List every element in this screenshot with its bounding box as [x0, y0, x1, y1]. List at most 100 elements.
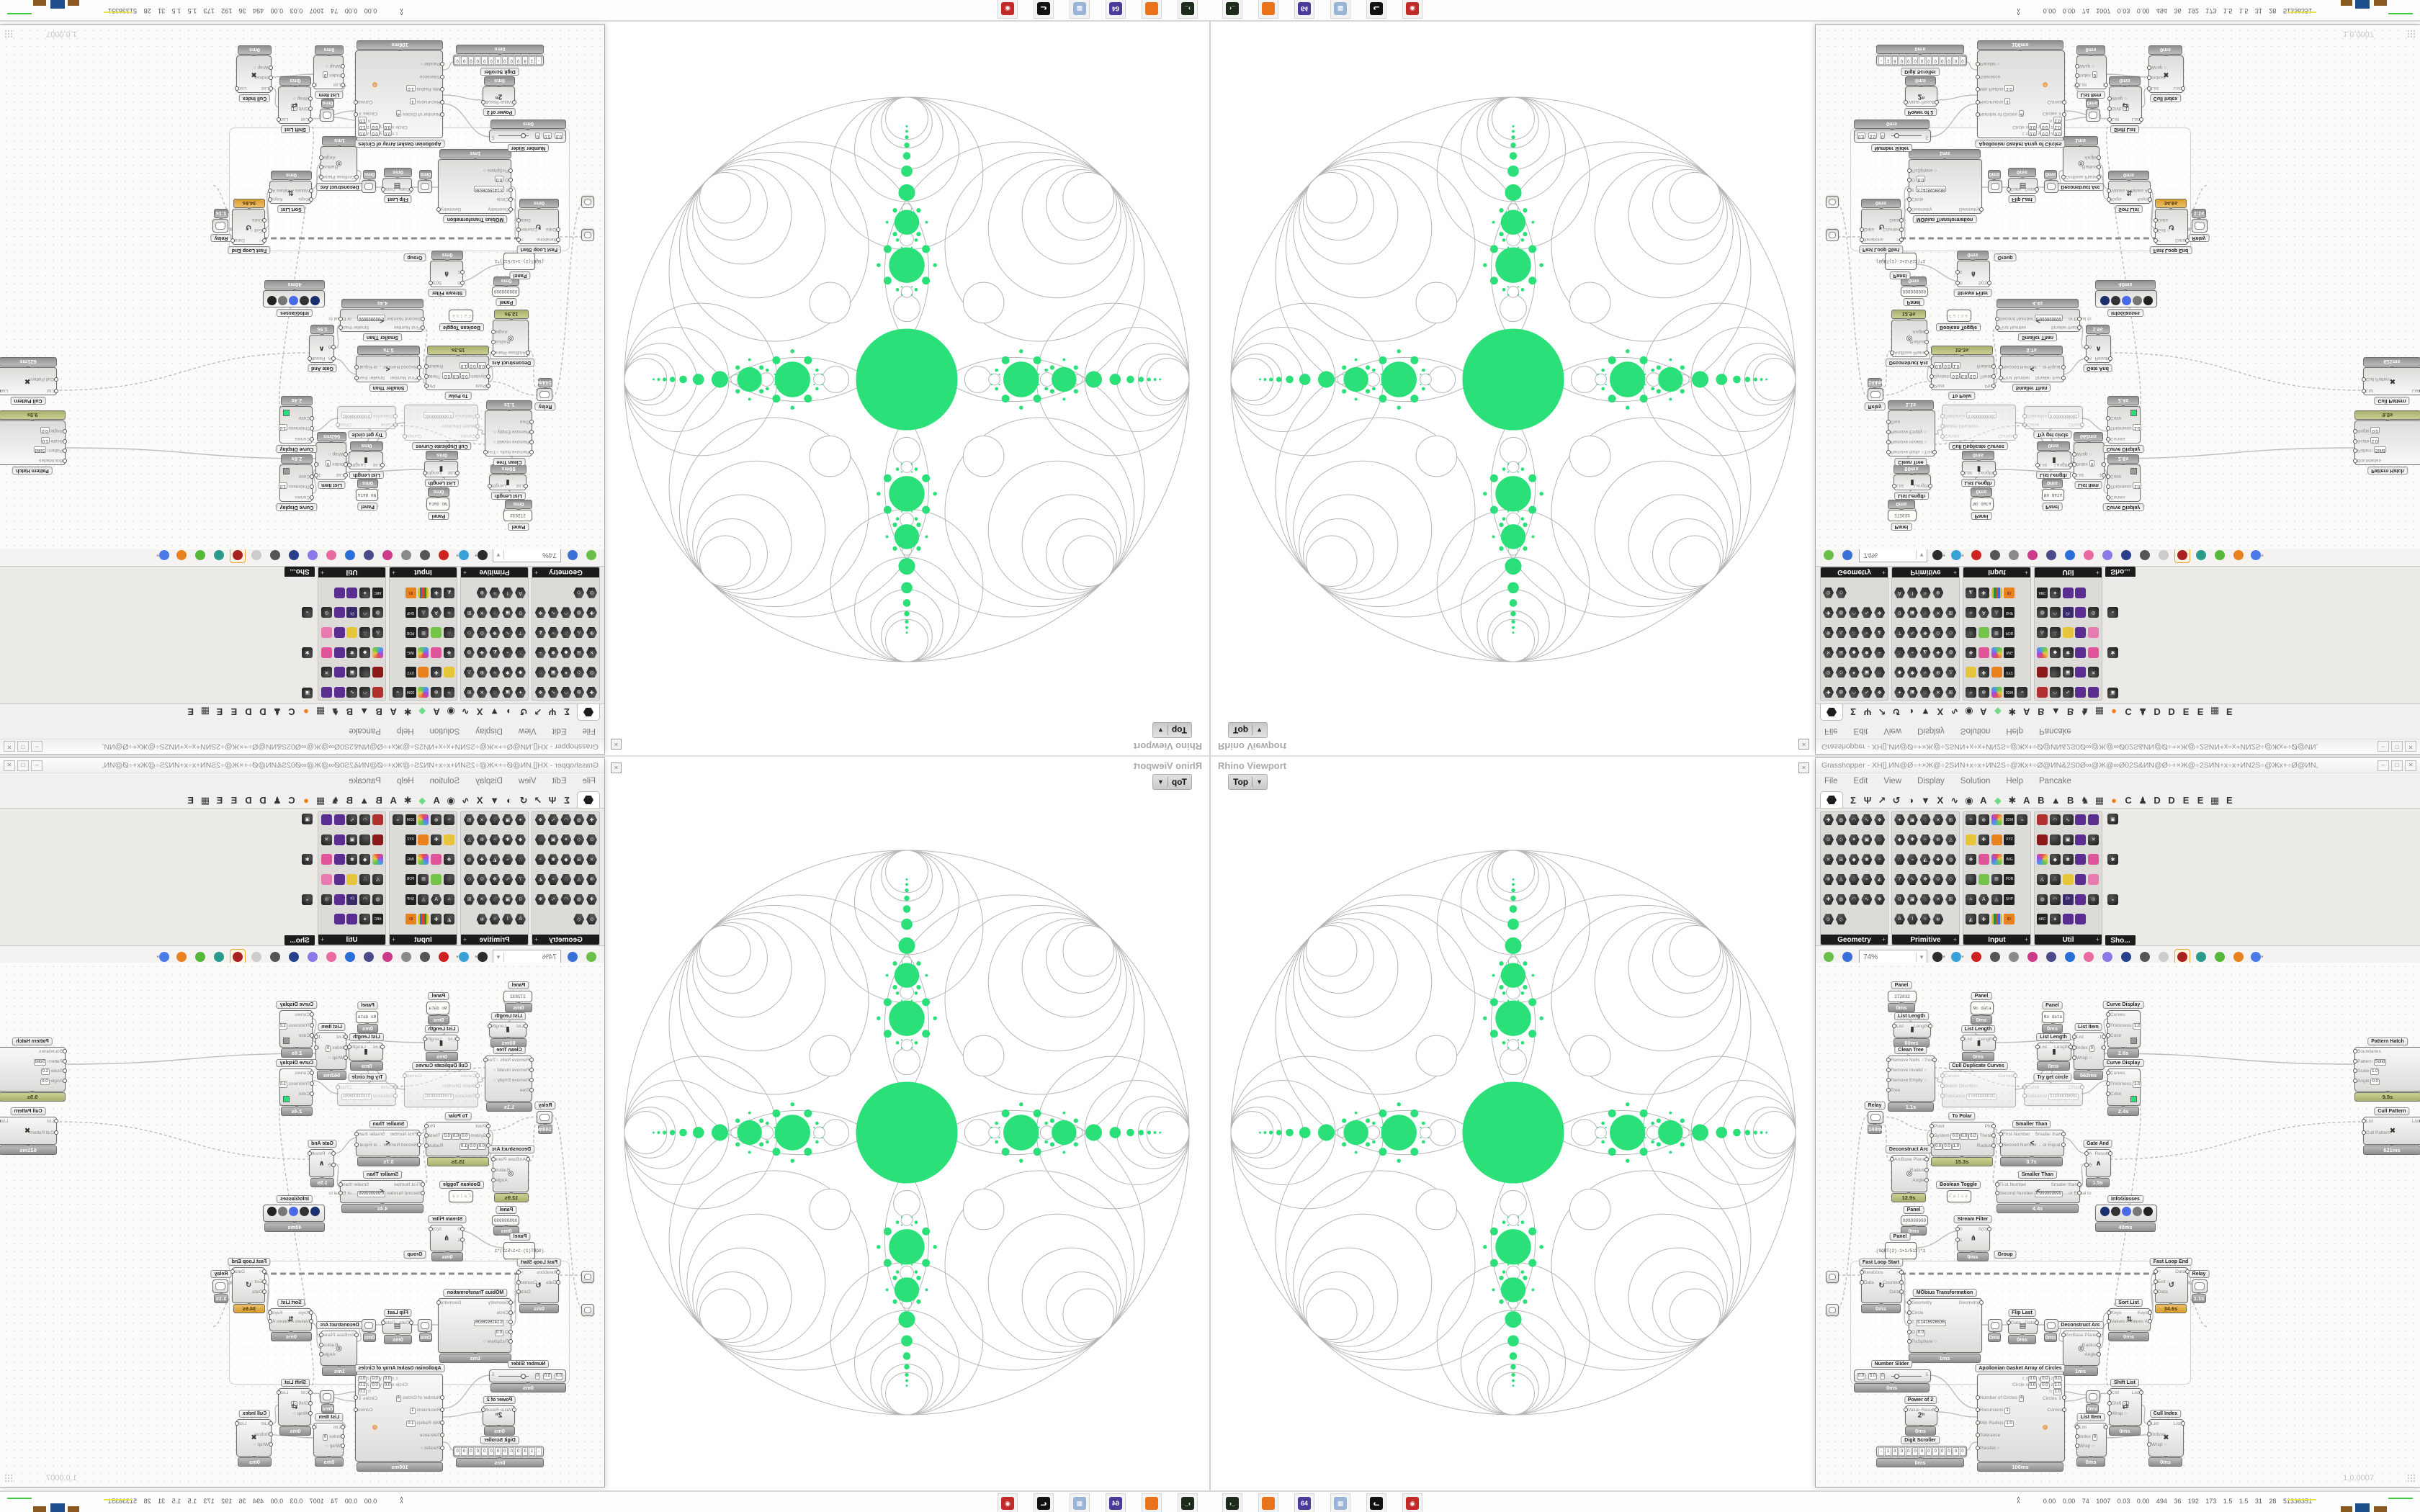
node-body[interactable]: List List Shift -1 Wrap ○ ⇄ — [277, 86, 313, 124]
palette-icon[interactable]: ⊞ — [418, 627, 429, 639]
rhino-viewport[interactable]: Rhino Viewport Top ▼ × — [0, 21, 1210, 756]
tab-plugin-knight[interactable]: ♞ — [331, 795, 340, 806]
digit-cell[interactable]: 0 — [1932, 56, 1939, 65]
menu-pancake[interactable]: Pancake — [2039, 777, 2071, 786]
gh-node-deconstruct-arc-1ms[interactable]: Deconstruct Arc Arc Base Plane Radius Angle ◎… — [2057, 1321, 2104, 1376]
gh-node-curve-display-grey[interactable]: Curve Display Curves Thickness 1.0 Color 2.6… — [276, 454, 318, 511]
palette-icon[interactable] — [2075, 607, 2087, 618]
input-port[interactable] — [2022, 414, 2027, 418]
tab-plugin-a1[interactable]: A — [433, 706, 440, 717]
palette-icon[interactable] — [1978, 627, 1989, 639]
digit-cell[interactable]: 0 — [1953, 56, 1959, 65]
palette-icon[interactable]: ◬ — [573, 874, 584, 885]
output-port[interactable] — [268, 189, 272, 193]
package-icon[interactable] — [324, 950, 339, 964]
input-port[interactable] — [380, 463, 385, 467]
output-port[interactable] — [1932, 1058, 1937, 1062]
output-port[interactable] — [1924, 1178, 1929, 1183]
digit-cell[interactable]: 0 — [1912, 1447, 1919, 1456]
digit-cell[interactable]: 0 — [1959, 56, 1966, 65]
node-body[interactable]: Curve Circle Tolerance 0.0000000001 — [2022, 406, 2084, 429]
gh-titlebar[interactable]: Grasshopper - XH[].ИN@Ø÷+×Ж@÷2SИN+x÷x+ИN… — [0, 758, 604, 773]
color-swatch[interactable] — [2130, 1096, 2137, 1102]
output-port[interactable] — [429, 281, 433, 285]
node-body[interactable]: Keys Keys Values A Values A ⇅ — [268, 1308, 313, 1331]
wireframe-icon[interactable] — [249, 950, 264, 964]
output-port[interactable] — [481, 1408, 485, 1412]
preview-eye-icon[interactable]: ▾ — [1950, 548, 1965, 562]
input-port[interactable] — [380, 1045, 385, 1049]
gh-node-fast-loop-start[interactable]: Fast Loop Start Iterations > Data Counter Dat… — [516, 1259, 562, 1313]
input-port[interactable] — [2362, 389, 2366, 393]
palette-icon[interactable]: ◠ — [359, 607, 371, 618]
maximize-icon[interactable]: □ — [17, 741, 29, 752]
balloon-teal-icon[interactable] — [2194, 548, 2208, 562]
input-port[interactable] — [440, 1420, 444, 1425]
output-port[interactable] — [339, 1191, 343, 1195]
palette-icon[interactable]: ✦ — [1894, 687, 1905, 698]
palette-icon[interactable]: ≈ — [1874, 647, 1885, 658]
node-body[interactable]: Geometry Geometry Circle T 3.1415926536 O 0.… — [436, 1298, 513, 1353]
node-body[interactable] — [1826, 1271, 1839, 1283]
node-body[interactable]: List Length ▮ — [347, 1043, 385, 1061]
menu-help[interactable]: Help — [396, 777, 414, 786]
gh-node-relay-11[interactable]: Relay 1.1s — [2188, 1270, 2210, 1303]
palette-icon[interactable]: ∴ — [515, 854, 526, 865]
input-port[interactable] — [63, 1078, 67, 1083]
tab-mesh[interactable]: ▼ — [1921, 795, 1930, 806]
palette-icon[interactable]: Pr — [2062, 607, 2074, 618]
preview-eye-icon[interactable]: ▾ — [455, 548, 470, 562]
input-port[interactable] — [440, 1395, 444, 1400]
input-port[interactable] — [512, 100, 516, 104]
find-icon[interactable] — [2063, 548, 2077, 562]
palette-icon[interactable] — [1991, 914, 2002, 925]
palette-icon[interactable]: ≈ — [1919, 914, 1931, 925]
palette-icon[interactable] — [333, 587, 345, 598]
node-body[interactable]: List Length ▮ — [423, 461, 460, 477]
gha-icon[interactable] — [380, 950, 395, 964]
digit-cell[interactable]: 0 — [1925, 1447, 1932, 1456]
palette-icon[interactable]: ⊙ — [1823, 834, 1834, 845]
balloon-green-icon[interactable] — [2213, 548, 2227, 562]
slider-value[interactable]: 0 — [1880, 1373, 1886, 1380]
input-port[interactable] — [2072, 1035, 2076, 1039]
node-body[interactable] — [263, 290, 325, 307]
palette-icon[interactable]: ⊞ — [1945, 687, 1956, 698]
gh-node-curve-display-green[interactable]: Curve Display Curves Thickness 1.0 Color 2.4… — [2102, 396, 2144, 453]
palette-icon[interactable]: ✚ — [1978, 914, 1989, 925]
palette-icon[interactable] — [2062, 873, 2074, 885]
gh-node-shift-list[interactable]: Shift List List List Shift -1 Wrap ○ ⇄ 0ms — [2107, 1379, 2143, 1436]
menu-pancake[interactable]: Pancake — [349, 726, 381, 735]
tab-maths[interactable]: Σ — [1850, 795, 1856, 806]
palette-icon[interactable]: ◆ — [359, 854, 371, 865]
node-body[interactable]: List List Shift -1 Wrap ○ ⇄ — [2107, 86, 2143, 124]
output-port[interactable] — [2139, 117, 2143, 122]
palette-icon[interactable]: ◠ — [560, 687, 571, 698]
input-port[interactable] — [341, 83, 345, 87]
palette-icon[interactable]: ◌ — [444, 627, 454, 639]
export-view-icon[interactable] — [362, 950, 376, 964]
gh-node-list-length-b[interactable]: List Length List Length ▮ 0ms — [1960, 1025, 1997, 1061]
gh-node-smaller-than-1[interactable]: Smaller Than First Number Smaller than Seco… — [354, 346, 421, 392]
gh-titlebar[interactable]: Grasshopper - XH[].ИN@Ø÷+×Ж@÷2SИN+x÷x+ИN… — [1816, 758, 2420, 773]
palette-icon[interactable] — [372, 814, 383, 825]
input-port[interactable] — [2022, 1094, 2027, 1098]
palette-icon[interactable]: ⌁ — [548, 874, 559, 885]
input-port[interactable] — [269, 1421, 273, 1426]
tab-plugin-b2[interactable]: B — [2067, 706, 2074, 717]
close-icon[interactable]: × — [611, 739, 622, 750]
node-body[interactable]: Arc Base Plane Radius Angle ◎ — [1890, 320, 1929, 357]
node-body[interactable]: List Length ▮ — [488, 474, 528, 490]
node-body[interactable]: 0.0 5.0 0 5 — [489, 1369, 566, 1382]
palette-icon[interactable]: 7 — [515, 627, 526, 638]
input-port[interactable] — [1976, 1433, 1980, 1438]
palette-icon[interactable]: ◠ — [2049, 894, 2061, 905]
tab-transform[interactable]: ∿ — [1950, 795, 1959, 806]
palette-icon[interactable] — [2088, 814, 2099, 825]
palette-label[interactable]: Sho... — [284, 935, 315, 945]
palette-icon[interactable]: ≈ — [1920, 588, 1931, 598]
output-port[interactable] — [268, 1310, 272, 1315]
node-body[interactable]: 999999999 — [1901, 1215, 1928, 1225]
palette-icon[interactable]: ◌ — [489, 814, 500, 825]
